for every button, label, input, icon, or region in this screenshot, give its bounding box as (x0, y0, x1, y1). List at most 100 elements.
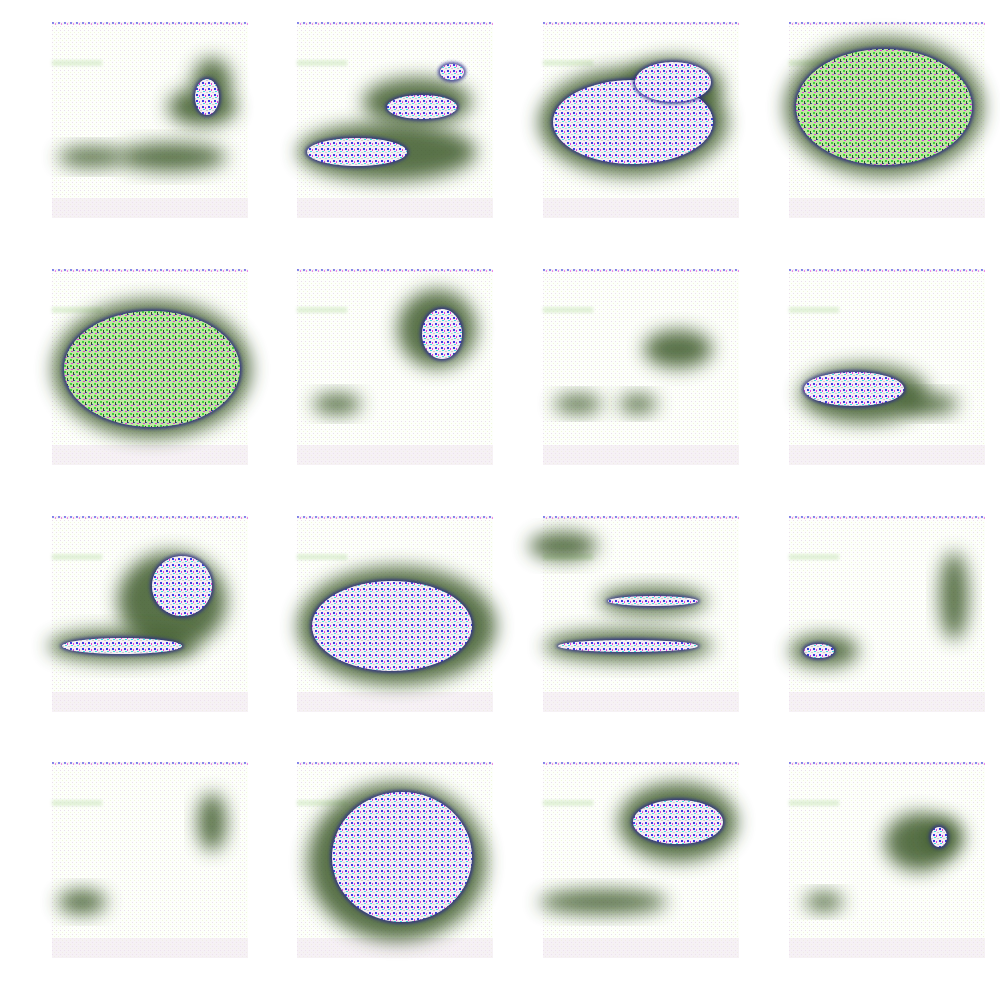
image-content (298, 62, 476, 181)
image-content (539, 58, 727, 176)
image-top-edge (297, 269, 493, 272)
image-bottom-haze (297, 445, 493, 465)
image-top-edge (297, 762, 493, 765)
image-top-edge (789, 22, 985, 25)
dark-halo (118, 143, 226, 171)
image-content (308, 783, 486, 941)
image-content (53, 300, 251, 438)
image-bottom-haze (789, 692, 985, 712)
image-bottom-haze (789, 938, 985, 958)
image-bottom-haze (543, 198, 739, 218)
core (635, 62, 711, 102)
image-noise (297, 269, 493, 465)
image-top-edge (789, 269, 985, 272)
generated-image (52, 762, 248, 958)
core (608, 596, 698, 606)
image-bottom-haze (543, 692, 739, 712)
core (152, 556, 212, 616)
dark-halo (805, 893, 843, 911)
generated-image (297, 269, 493, 465)
dark-halo (313, 394, 361, 414)
image-band (52, 800, 102, 806)
dark-halo (619, 395, 657, 413)
generated-image (789, 516, 985, 712)
image-bottom-haze (52, 692, 248, 712)
core (931, 827, 947, 847)
image-band (543, 307, 593, 313)
image-content (58, 58, 236, 171)
generated-image (297, 22, 493, 218)
core (796, 49, 972, 165)
dark-halo (940, 552, 968, 640)
generated-image (789, 269, 985, 465)
image-band (297, 554, 347, 560)
image-top-edge (789, 762, 985, 765)
core (633, 800, 723, 844)
image-top-edge (789, 516, 985, 519)
image-top-edge (52, 762, 248, 765)
image-content (539, 783, 737, 914)
dark-halo (644, 330, 712, 368)
image-bottom-haze (297, 938, 493, 958)
image-bottom-haze (297, 198, 493, 218)
image-content (313, 290, 476, 414)
image-band (789, 554, 839, 560)
image-band (52, 60, 102, 66)
core (312, 581, 472, 671)
core (422, 309, 462, 359)
image-bottom-haze (543, 445, 739, 465)
core (804, 644, 834, 658)
image-content (790, 552, 968, 667)
core (387, 95, 457, 119)
generated-image (543, 269, 739, 465)
image-bottom-haze (297, 692, 493, 712)
image-bottom-haze (543, 938, 739, 958)
dark-halo (198, 793, 226, 851)
core (804, 372, 904, 406)
dark-halo (529, 532, 597, 560)
image-content (554, 330, 712, 413)
image-band (789, 307, 839, 313)
core (440, 64, 464, 80)
core (332, 792, 472, 922)
image-top-edge (52, 22, 248, 25)
image-noise (543, 269, 739, 465)
image-band (543, 60, 593, 66)
image-content (298, 567, 496, 685)
generated-image (52, 22, 248, 218)
image-top-edge (543, 762, 739, 765)
image-bottom-haze (52, 445, 248, 465)
dark-halo (539, 890, 667, 914)
image-band (297, 60, 347, 66)
image-content (800, 365, 958, 423)
image-top-edge (297, 22, 493, 25)
dark-halo (900, 394, 958, 414)
generated-image (539, 762, 739, 958)
image-bottom-haze (789, 198, 985, 218)
image-content (58, 793, 226, 914)
image-bottom-haze (789, 445, 985, 465)
generated-image (539, 22, 739, 218)
image-noise (789, 762, 985, 958)
generated-image (297, 516, 496, 712)
image-band (297, 800, 347, 806)
generated-image (529, 516, 739, 712)
generated-image (297, 762, 493, 958)
core (558, 640, 698, 652)
generated-image (48, 516, 248, 712)
image-bottom-haze (52, 938, 248, 958)
image-top-edge (543, 516, 739, 519)
image-noise (52, 762, 248, 958)
core (307, 138, 407, 166)
image-top-edge (543, 269, 739, 272)
image-band (52, 554, 102, 560)
image-top-edge (297, 516, 493, 519)
image-top-edge (52, 269, 248, 272)
image-bottom-haze (52, 198, 248, 218)
core (64, 311, 240, 427)
dark-halo (58, 890, 106, 914)
image-content (529, 532, 712, 662)
image-content (48, 552, 226, 662)
